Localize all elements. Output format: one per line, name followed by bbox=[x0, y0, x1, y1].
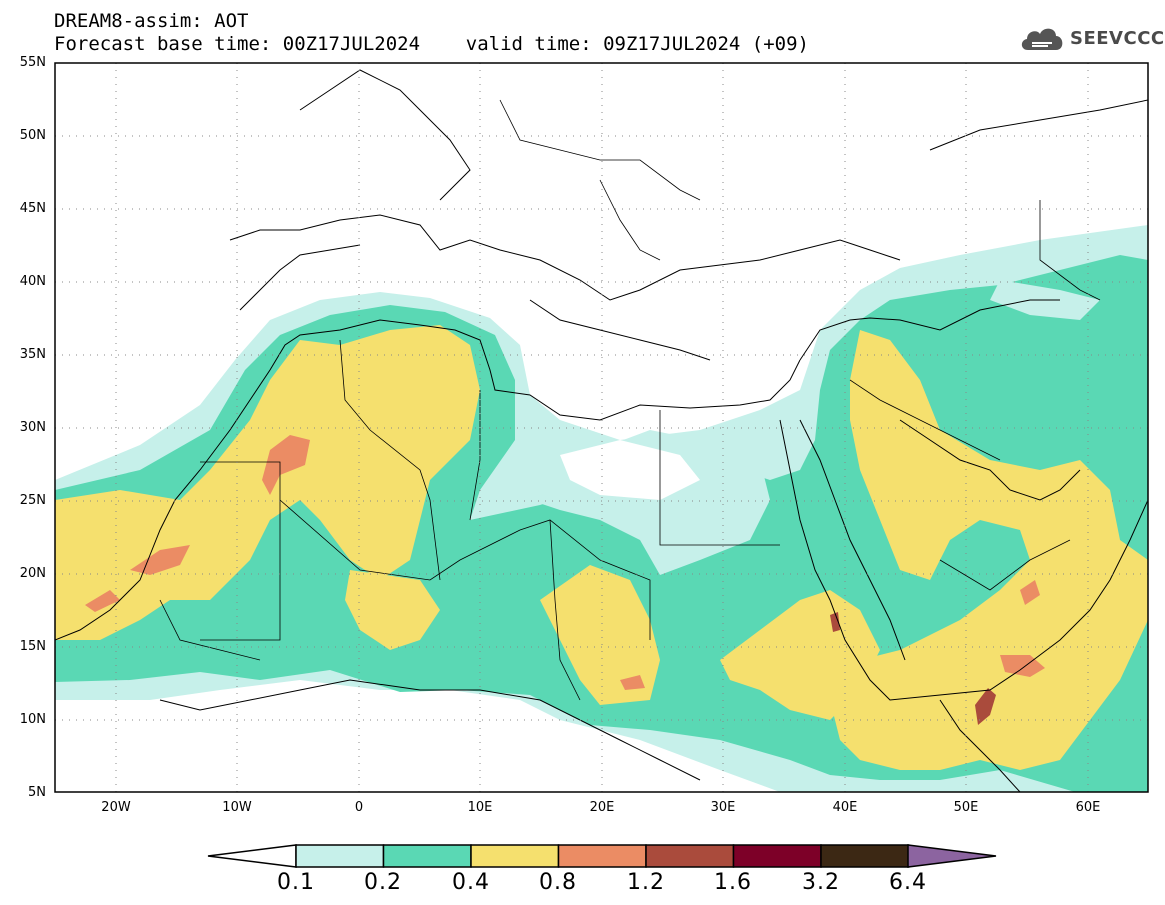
colorbar-under-triangle bbox=[207, 844, 297, 868]
lat-label: 55N bbox=[19, 55, 46, 70]
aot-1.2-region bbox=[975, 688, 996, 725]
colorbar-label: 0.8 bbox=[539, 870, 577, 895]
colorbar-over-triangle bbox=[907, 844, 997, 868]
lat-label: 5N bbox=[28, 785, 46, 800]
lat-label: 20N bbox=[19, 566, 46, 581]
colorbar-box bbox=[382, 844, 472, 868]
forecast-time-line: Forecast base time: 00Z17JUL2024 valid t… bbox=[54, 33, 809, 55]
lon-label: 20W bbox=[101, 800, 131, 815]
colorbar-box bbox=[645, 844, 735, 868]
colorbar bbox=[207, 844, 997, 868]
lat-label: 25N bbox=[19, 493, 46, 508]
map-frame bbox=[54, 62, 1149, 793]
colorbar-box bbox=[820, 844, 910, 868]
seevccc-logo: SEEVCCC bbox=[1018, 22, 1164, 56]
colorbar-label: 1.2 bbox=[627, 870, 665, 895]
lat-label: 30N bbox=[19, 420, 46, 435]
aot-field bbox=[55, 63, 1148, 792]
lon-label: 0 bbox=[354, 800, 364, 815]
lon-label: 10E bbox=[467, 800, 493, 815]
colorbar-label: 6.4 bbox=[889, 870, 927, 895]
lon-label: 50E bbox=[953, 800, 979, 815]
colorbar-box bbox=[557, 844, 647, 868]
colorbar-box bbox=[470, 844, 560, 868]
cloud-icon bbox=[1021, 28, 1063, 50]
colorbar-label: 0.1 bbox=[277, 870, 315, 895]
aot-0.4-region-arabia bbox=[830, 330, 1148, 770]
aot-0.8-region bbox=[262, 435, 310, 495]
colorbar-label: 1.6 bbox=[714, 870, 752, 895]
aot-0.4-region-sahel bbox=[345, 570, 440, 650]
aot-0.4-region-chad bbox=[540, 565, 660, 705]
lat-label: 40N bbox=[19, 274, 46, 289]
colorbar-label: 3.2 bbox=[802, 870, 840, 895]
lon-label: 10W bbox=[222, 800, 252, 815]
chart-title: DREAM8-assim: AOT bbox=[54, 10, 249, 32]
logo-text: SEEVCCC bbox=[1070, 28, 1165, 49]
lat-label: 45N bbox=[19, 201, 46, 216]
lon-label: 60E bbox=[1075, 800, 1101, 815]
coastlines bbox=[55, 69, 1148, 792]
lon-label: 40E bbox=[832, 800, 858, 815]
lat-label: 15N bbox=[19, 639, 46, 654]
colorbar-label: 0.2 bbox=[364, 870, 402, 895]
colorbar-box bbox=[732, 844, 822, 868]
lon-label: 20E bbox=[589, 800, 615, 815]
colorbar-label: 0.4 bbox=[452, 870, 490, 895]
country-borders bbox=[159, 99, 1101, 701]
lat-label: 35N bbox=[19, 347, 46, 362]
lat-label: 50N bbox=[19, 128, 46, 143]
colorbar-box bbox=[295, 844, 385, 868]
lat-label: 10N bbox=[19, 712, 46, 727]
graticule bbox=[55, 63, 1148, 792]
lon-label: 30E bbox=[710, 800, 736, 815]
